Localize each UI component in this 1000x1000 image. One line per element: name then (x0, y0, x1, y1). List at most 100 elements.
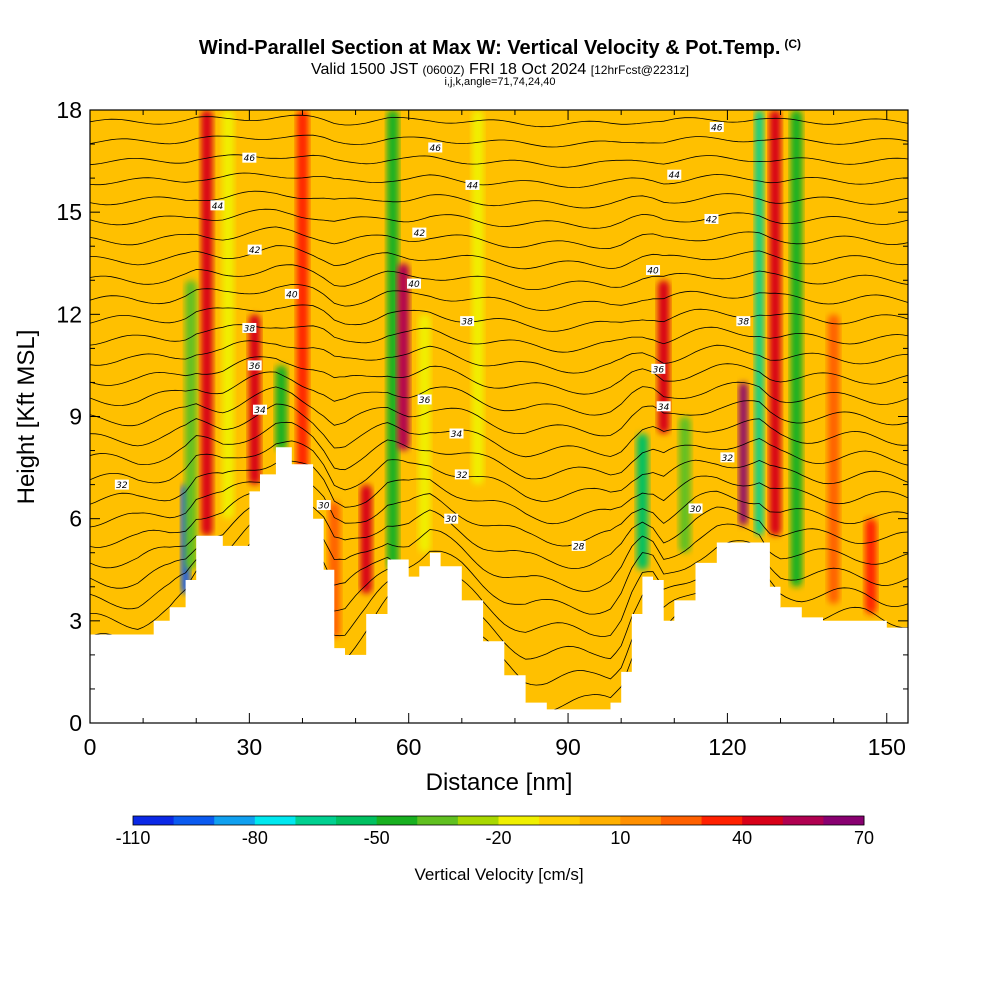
colorbar-swatch (254, 816, 296, 825)
colorbar-swatch (417, 816, 459, 825)
y-tick-label: 15 (56, 199, 82, 225)
theta-contour-5 (90, 501, 908, 592)
contour-label-text: 30 (318, 502, 330, 512)
valid-time-line: Valid 1500 JST (0600Z) FRI 18 Oct 2024 [… (0, 61, 1000, 79)
y-tick-label: 6 (69, 506, 82, 532)
colorbar-swatch (173, 816, 215, 825)
forecast-info: [12hrFcst@2231z] (590, 63, 690, 77)
contour-label-24: 36 (651, 363, 666, 375)
w-band-2 (201, 110, 213, 536)
plot-area: 32 46 44 42 40 38 36 34 30 46 44 42 40 38 36 34 32 30 28 46… (89, 76, 909, 724)
contour-label-text: 44 (467, 181, 479, 191)
contour-label-18: 28 (571, 540, 586, 552)
theta-contour-23 (90, 190, 908, 209)
contour-label-14: 36 (417, 394, 432, 406)
contour-label-8: 30 (316, 500, 331, 512)
colorbar-tick-label: 40 (732, 828, 752, 848)
w-band-6 (296, 110, 309, 485)
colorbar-swatch (742, 816, 784, 825)
colorbar-swatch (214, 816, 256, 825)
contour-label-bg (247, 244, 262, 255)
x-tick-label: 90 (555, 734, 581, 760)
contour-label-text: 40 (408, 280, 420, 290)
colorbar-swatch (823, 816, 865, 825)
theta-contour-24 (90, 172, 908, 189)
theta-contour-28 (90, 95, 908, 106)
theta-contour-15 (90, 340, 908, 374)
contour-label-11: 42 (412, 227, 427, 239)
theta-contour-29 (90, 76, 908, 86)
colorbar-swatch (701, 816, 743, 825)
contour-label-text: 28 (573, 542, 585, 552)
contour-label-text: 34 (254, 406, 266, 416)
theta-contour-12 (90, 386, 908, 437)
contour-label-bg (242, 152, 257, 163)
colorbar: -110 -80 -50 -20 10 40 70 (116, 815, 874, 848)
w-band-20 (827, 314, 840, 604)
contour-label-text: 38 (461, 318, 473, 328)
contour-label-bg (449, 428, 464, 439)
params-text: i,j,k,angle=71,74,24,40 (444, 76, 556, 88)
colorbar-swatch (620, 816, 662, 825)
contour-label-bg (454, 469, 469, 480)
theta-contour-25 (90, 154, 908, 168)
w-band-16 (739, 382, 748, 526)
contour-label-5: 38 (242, 322, 257, 334)
contour-label-text: 36 (249, 362, 261, 372)
theta-contour-19 (90, 264, 908, 290)
contour-label-27: 30 (688, 503, 703, 515)
theta-contour-18 (90, 283, 908, 311)
colorbar-tick-label: -80 (242, 828, 268, 848)
contour-label-text: 36 (419, 396, 431, 406)
contour-label-bg (720, 452, 735, 463)
colorbar-swatch (782, 816, 824, 825)
colorbar-tick-label: 70 (854, 828, 874, 848)
copyright-mark: (C) (784, 37, 802, 51)
y-tick-label: 9 (69, 404, 82, 430)
theta-contour-9 (90, 440, 908, 502)
contour-label-text: 44 (669, 171, 681, 181)
colorbar-swatch (133, 816, 175, 825)
contour-label-bg (704, 213, 719, 224)
y-tick-label: 18 (56, 97, 82, 123)
x-tick-label: 120 (708, 734, 746, 760)
contour-label-bg (646, 265, 661, 276)
w-band-13 (636, 433, 649, 570)
colorbar-swatch (579, 816, 621, 825)
contour-label-16: 32 (454, 469, 469, 481)
contour-label-0: 32 (114, 479, 129, 491)
contour-label-text: 32 (116, 481, 128, 491)
theta-contour-14 (90, 356, 908, 395)
contour-label-bg (656, 401, 671, 412)
colorbar-title: Vertical Velocity [cm/s] (414, 865, 583, 884)
contour-label-bg (667, 169, 682, 180)
contour-label-bg (688, 503, 703, 514)
contour-label-bg (736, 316, 751, 327)
chart-title: Wind-Parallel Section at Max W: Vertical… (0, 37, 1000, 60)
contour-label-6: 36 (247, 360, 262, 372)
contour-label-10: 44 (465, 179, 480, 191)
title-text: Wind-Parallel Section at Max W: Vertical… (198, 37, 781, 59)
theta-contour-22 (90, 208, 908, 229)
contour-label-bg (651, 363, 666, 374)
vertical-velocity-field (181, 110, 877, 638)
theta-contour-13 (90, 371, 908, 416)
w-band-5 (275, 365, 288, 451)
colorbar-tick-label: -50 (364, 828, 390, 848)
contour-labels: 32 46 44 42 40 38 36 34 30 46 44 42 40 38 36 34 32 30 28 46… (114, 122, 751, 552)
contour-label-4: 40 (284, 288, 299, 300)
w-band-3 (222, 110, 234, 519)
contour-label-text: 38 (244, 324, 256, 334)
colorbar-swatch (660, 816, 703, 825)
contour-label-bg (316, 500, 331, 511)
w-band-8 (360, 484, 373, 594)
theta-contour-20 (90, 245, 908, 270)
colorbar-swatch (539, 816, 581, 825)
colorbar-swatch (336, 816, 378, 825)
contour-label-bg (417, 394, 432, 405)
w-band-14 (657, 280, 670, 434)
theta-contour-11 (90, 403, 908, 458)
contour-label-text: 46 (244, 154, 256, 164)
theta-contour-27 (90, 114, 908, 128)
contour-label-text: 46 (711, 124, 723, 134)
